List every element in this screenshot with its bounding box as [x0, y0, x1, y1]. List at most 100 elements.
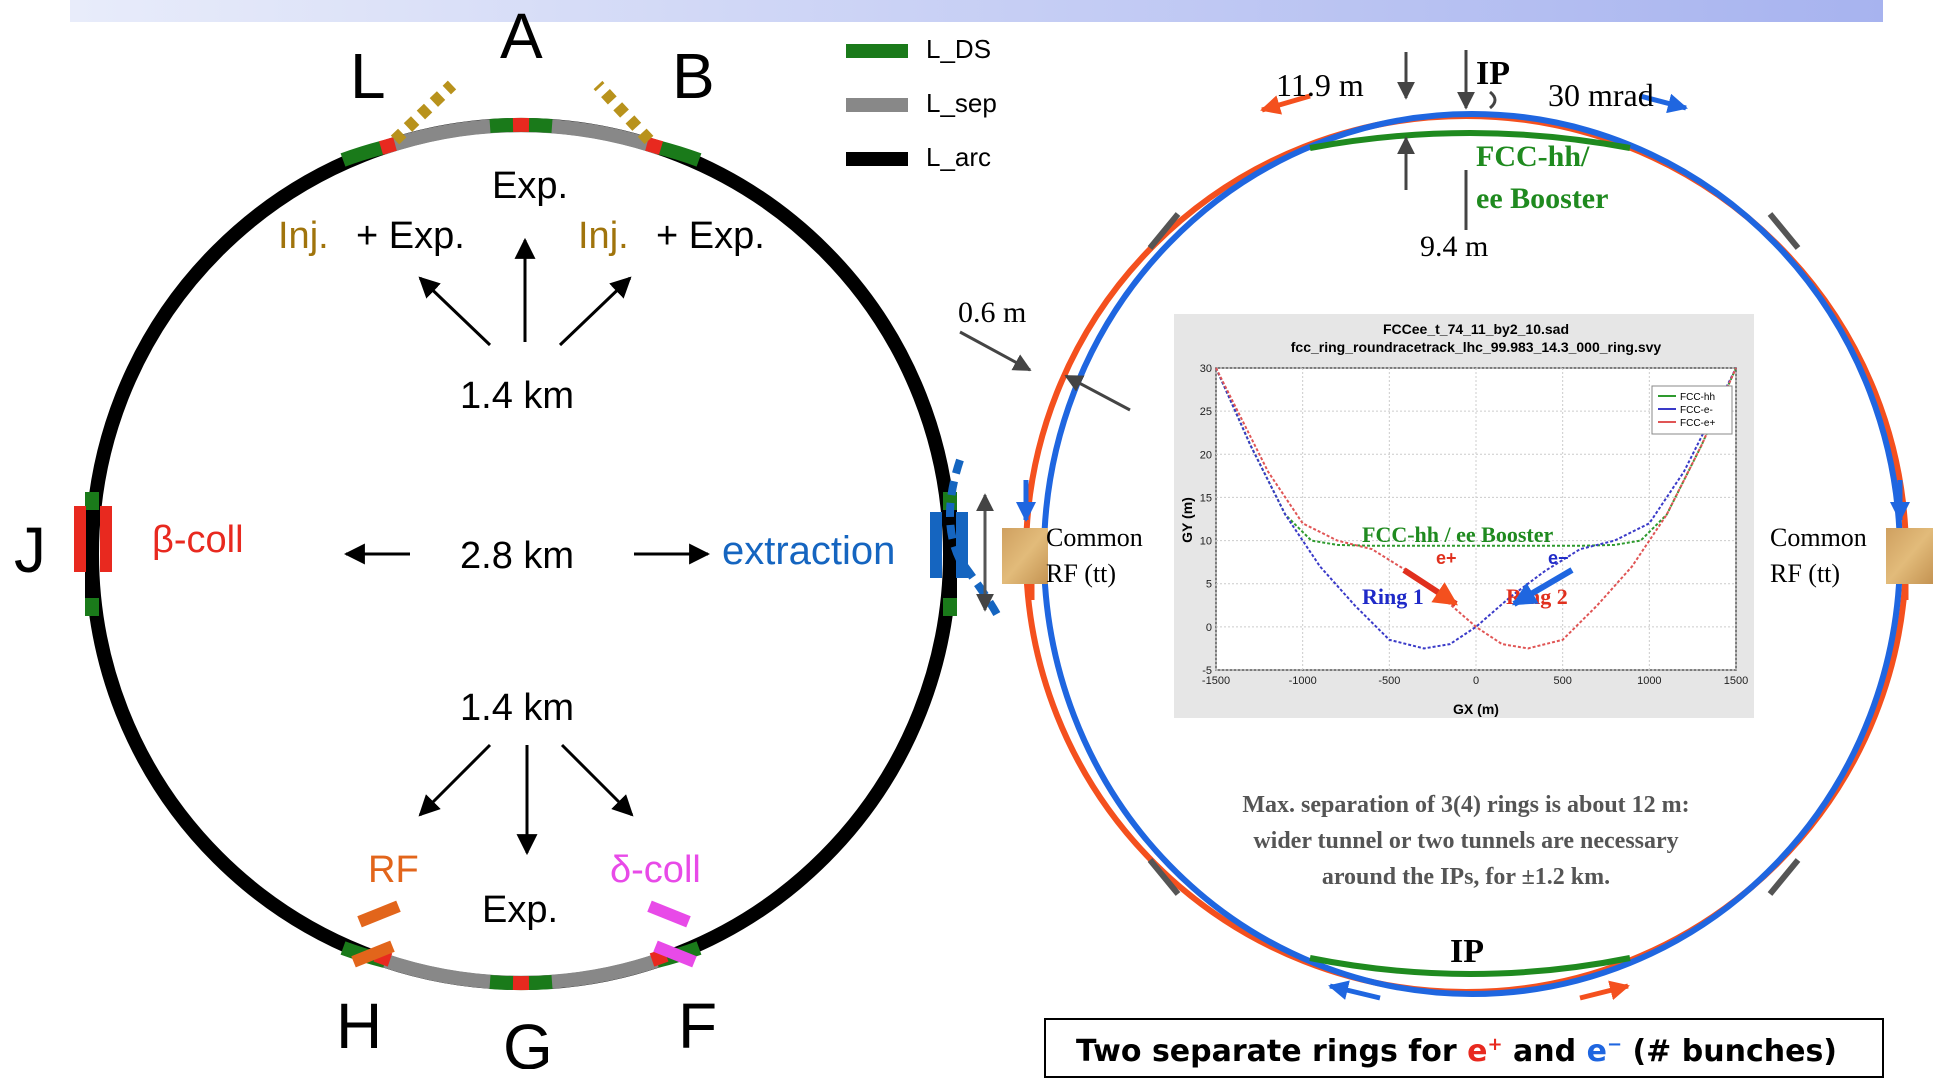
dist-top-label: 1.4 km: [460, 375, 574, 417]
legend-label-arc: L_arc: [926, 142, 991, 172]
caption-eplus-sup: +: [1487, 1034, 1503, 1055]
beta-coll-bar-1: [74, 506, 86, 572]
plus-exp-right-label: + Exp.: [656, 215, 765, 257]
section-letter-h: H: [336, 990, 382, 1062]
delta-coll-bar-1: [647, 900, 691, 928]
plot-booster-label: FCC-hh / ee Booster: [1362, 522, 1553, 547]
extraction-bar-1: [930, 512, 942, 578]
x-tick-label: 500: [1553, 675, 1571, 687]
x-tick-label: 0: [1473, 675, 1479, 687]
plus-exp-left-label: + Exp.: [356, 215, 465, 257]
common-rf-right-line2: RF (tt): [1770, 559, 1840, 588]
inj-left-label: Inj.: [278, 215, 329, 257]
plot-eplus-arrow: [1402, 567, 1459, 607]
common-rf-left-line1: Common: [1046, 523, 1143, 552]
note-line3: around the IPs, for ±1.2 km.: [1322, 864, 1610, 890]
dim-11-9-label: 11.9 m: [1276, 67, 1364, 103]
plot-eminus-arrow: [1511, 567, 1574, 607]
plot-legend-eplus: FCC-e+: [1680, 418, 1715, 429]
note-line1: Max. separation of 3(4) rings is about 1…: [1242, 792, 1689, 818]
rf-bar-1: [357, 900, 401, 928]
title-bar: [70, 0, 1883, 22]
x-tick-label: -1500: [1202, 675, 1230, 687]
section-letter-b: B: [672, 40, 715, 112]
y-tick-label: 15: [1200, 492, 1212, 504]
x-tick-label: -500: [1378, 675, 1400, 687]
plot-eminus-label: e−: [1548, 548, 1569, 568]
booster-label-line1: FCC-hh/: [1476, 140, 1590, 173]
beta-coll-bar-2: [100, 506, 112, 572]
rf-label: RF: [368, 849, 419, 891]
caption-prefix: Two separate rings for: [1076, 1034, 1468, 1069]
caption-eplus: e: [1467, 1034, 1488, 1069]
x-tick-label: 1500: [1724, 675, 1748, 687]
plot-eplus-label: e+: [1436, 548, 1457, 568]
distance-arrows: [343, 237, 711, 856]
dimension-arrows: [959, 50, 1497, 412]
y-tick-label: 10: [1200, 536, 1212, 548]
left-diagram-labels: L A B J H G F Exp. Inj. + Exp. Inj. + Ex…: [14, 0, 895, 1078]
caption-eminus: e: [1586, 1034, 1607, 1069]
inset-title-line1: FCCee_t_74_11_by2_10.sad: [1383, 321, 1569, 337]
plot-ring1-label: Ring 1: [1362, 584, 1424, 609]
inset-title-line2: fcc_ring_roundracetrack_lhc_99.983_14.3_…: [1291, 339, 1662, 355]
injection-line-right: [593, 80, 654, 145]
rf-bar-2: [351, 940, 395, 968]
caption-box: Two separate rings for e+ and e− (# bunc…: [1044, 1018, 1884, 1078]
delta-coll-bar-2: [653, 940, 697, 968]
common-rf-right-line1: Common: [1770, 523, 1867, 552]
angle-label: 30 mrad: [1548, 77, 1654, 113]
dist-mid-label: 2.8 km: [460, 535, 574, 577]
ip-bottom-label: IP: [1450, 933, 1484, 970]
section-letter-a: A: [500, 0, 543, 72]
booster-bottom: [1309, 955, 1631, 977]
plot-legend-hh: FCC-hh: [1680, 392, 1715, 403]
section-letter-f: F: [678, 990, 717, 1062]
plot-ticks: -1500 -1000 -500 0 500 1000 1500 -5 0 5 10 15 20 25 30: [1200, 363, 1748, 687]
common-rf-block-right: [1886, 528, 1933, 584]
legend-swatch-ds: [846, 44, 908, 58]
inset-xlabel: GX (m): [1453, 701, 1499, 717]
dim-9-4-label: 9.4 m: [1420, 230, 1488, 263]
y-tick-label: 5: [1206, 579, 1212, 591]
legend-label-ds: L_DS: [926, 34, 991, 64]
inset-plot: -1500 -1000 -500 0 500 1000 1500 -5 0 5 10 15 20 25 30…: [1174, 314, 1754, 718]
section-letter-l: L: [350, 40, 386, 112]
plot-series: [1215, 367, 1737, 650]
y-tick-label: -5: [1202, 665, 1212, 677]
inj-right-label: Inj.: [578, 215, 629, 257]
booster-label-line2: ee Booster: [1476, 182, 1608, 215]
exp-top-label: Exp.: [492, 165, 568, 207]
beta-coll-label: β-coll: [152, 519, 244, 561]
extraction-label: extraction: [722, 529, 895, 573]
legend-swatch-sep: [846, 98, 908, 112]
caption-and: and: [1502, 1034, 1587, 1069]
section-letter-g: G: [503, 1011, 553, 1069]
ip-top-label: IP: [1476, 55, 1510, 92]
legend-label-sep: L_sep: [926, 88, 997, 118]
extraction-bar-2: [956, 512, 968, 578]
series-line-fcc-e-: [1215, 367, 1737, 650]
caption-suffix: (# bunches): [1622, 1034, 1838, 1069]
left-ring: [85, 117, 957, 991]
y-tick-label: 25: [1200, 406, 1212, 418]
delta-coll-label: δ-coll: [610, 849, 701, 891]
note-line2: wider tunnel or two tunnels are necessar…: [1253, 828, 1678, 854]
y-tick-label: 30: [1200, 363, 1212, 375]
section-letter-j: J: [14, 514, 46, 586]
exp-bottom-label: Exp.: [482, 889, 558, 931]
plot-area: [1215, 367, 1737, 671]
dist-bottom-label: 1.4 km: [460, 687, 574, 729]
booster-top: [1309, 130, 1631, 151]
x-tick-label: 1000: [1637, 675, 1661, 687]
legend-swatch-arc: [846, 152, 908, 166]
injection-line-left: [390, 80, 457, 145]
caption-eminus-sup: −: [1606, 1034, 1623, 1055]
legend: L_DS L_sep L_arc: [846, 34, 997, 172]
y-tick-label: 0: [1206, 622, 1212, 634]
y-tick-label: 20: [1200, 449, 1212, 461]
plot-legend-eminus: FCC-e-: [1680, 405, 1713, 416]
common-rf-left-line2: RF (tt): [1046, 559, 1116, 588]
